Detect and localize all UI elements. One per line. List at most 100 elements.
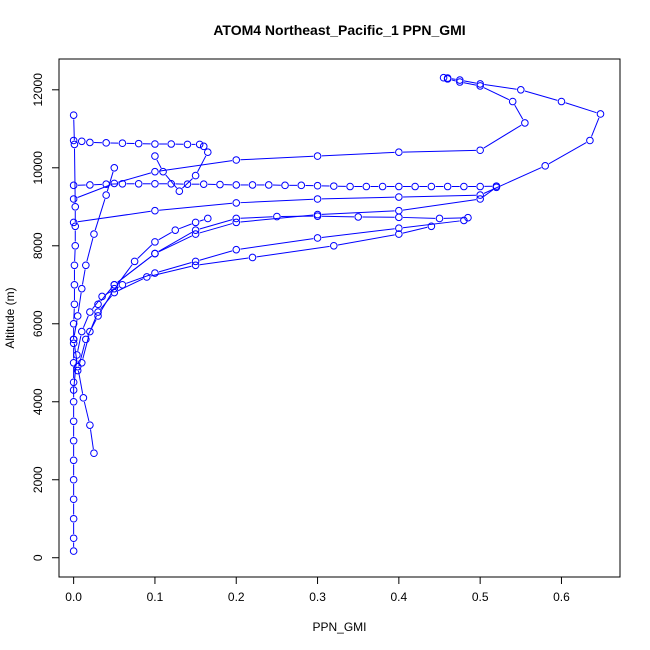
series-segment — [74, 148, 76, 203]
data-point — [443, 182, 452, 191]
y-tick-label: 4000 — [31, 388, 45, 415]
x-tick-label: 0.6 — [553, 590, 570, 604]
series-segment — [73, 320, 78, 336]
series-segment — [199, 223, 233, 234]
series-segment — [240, 214, 314, 223]
data-point — [191, 257, 200, 266]
data-point — [191, 171, 200, 180]
data-point — [395, 148, 403, 156]
series-1 — [69, 111, 80, 555]
data-point — [232, 245, 241, 254]
data-point — [86, 138, 94, 147]
series-segment — [116, 264, 133, 286]
data-point — [69, 475, 78, 484]
series-segment — [87, 319, 97, 336]
series-5 — [94, 212, 472, 309]
data-point — [313, 210, 322, 219]
series-segment — [443, 217, 464, 219]
series-4 — [73, 214, 212, 375]
data-point — [151, 238, 159, 246]
data-point — [69, 378, 78, 387]
series-layer — [69, 73, 605, 555]
series-segment — [158, 262, 192, 273]
data-point — [557, 97, 566, 106]
data-point — [439, 73, 448, 82]
data-point — [69, 335, 78, 344]
series-segment — [483, 189, 494, 197]
series-segment — [591, 117, 600, 137]
series-segment — [240, 238, 314, 250]
series-segment — [100, 287, 112, 302]
series-3 — [77, 222, 436, 367]
data-point — [330, 241, 338, 250]
series-segment — [78, 343, 86, 367]
data-point — [70, 140, 79, 149]
data-point — [73, 366, 82, 375]
y-tick-label: 8000 — [31, 232, 45, 259]
series-segment — [82, 315, 89, 328]
data-point — [313, 181, 322, 190]
data-point — [411, 182, 419, 191]
data-point — [110, 179, 119, 188]
series-segment — [337, 234, 395, 246]
data-point — [464, 213, 472, 222]
data-point — [395, 224, 403, 233]
series-segment — [403, 194, 476, 198]
data-point — [313, 152, 322, 160]
data-point — [71, 222, 80, 231]
data-point — [313, 195, 322, 203]
series-12 — [69, 74, 605, 227]
data-point — [134, 139, 143, 148]
data-point — [395, 206, 403, 215]
data-point — [69, 218, 78, 227]
series-segment — [77, 184, 111, 198]
series-segment — [158, 231, 172, 241]
series-segment — [106, 171, 114, 192]
x-tick-label: 0.5 — [472, 590, 489, 604]
data-point — [521, 119, 529, 127]
data-point — [232, 156, 241, 164]
data-point — [191, 226, 200, 234]
data-point — [110, 163, 119, 172]
data-point — [203, 214, 212, 223]
x-tick-label: 0.0 — [65, 590, 82, 604]
data-point — [73, 351, 81, 359]
series-segment — [199, 250, 233, 261]
series-segment — [118, 172, 152, 183]
data-point — [69, 358, 78, 367]
data-point — [118, 179, 127, 188]
series-segment — [483, 87, 510, 101]
data-point — [183, 140, 192, 149]
series-segment — [159, 160, 233, 172]
data-point — [86, 308, 94, 316]
data-point — [110, 288, 119, 297]
data-point — [476, 80, 484, 88]
data-point — [203, 148, 212, 156]
data-point — [297, 181, 306, 190]
data-point — [456, 76, 464, 84]
series-segment — [321, 228, 395, 238]
data-point — [102, 139, 110, 147]
data-point — [427, 222, 436, 231]
data-point — [77, 284, 86, 293]
data-point — [69, 514, 78, 523]
series-segment — [81, 269, 86, 285]
data-point — [71, 202, 80, 211]
series-segment — [197, 155, 207, 173]
series-segment — [321, 196, 395, 200]
data-point — [73, 312, 82, 320]
data-point — [443, 74, 452, 82]
data-point — [102, 180, 110, 188]
data-point — [118, 139, 127, 148]
x-axis: 0.0 0.1 0.2 0.3 0.4 0.5 0.6 — [65, 576, 570, 604]
series-segment — [199, 219, 204, 222]
data-point — [151, 152, 159, 160]
data-point — [82, 335, 90, 344]
data-point — [130, 257, 139, 266]
data-point — [69, 386, 78, 394]
series-segment — [179, 223, 192, 230]
series-segment — [403, 149, 476, 153]
data-point — [199, 180, 208, 188]
data-point — [69, 547, 78, 555]
series-segment — [199, 257, 249, 266]
